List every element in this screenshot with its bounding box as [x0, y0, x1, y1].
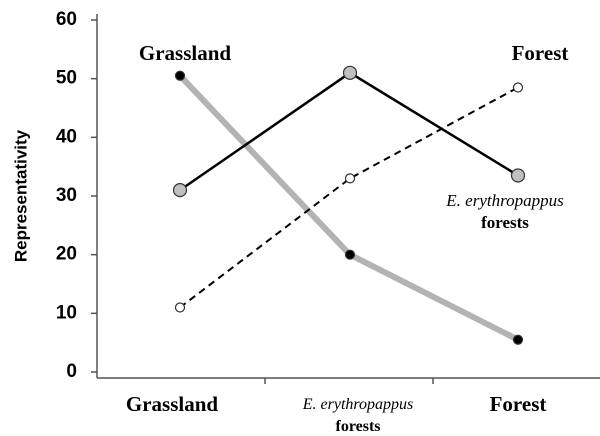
y-tick-label: 50: [56, 68, 77, 89]
y-tick-label: 40: [56, 126, 77, 147]
y-axis-label: Representativity: [11, 129, 30, 262]
marker: [344, 249, 356, 260]
series-line: [179, 86, 519, 309]
series-label: Grassland: [139, 41, 232, 65]
marker: [510, 168, 526, 183]
x-tick-label: E. erythropappus forests: [302, 396, 414, 435]
label-part: forests: [335, 418, 380, 435]
marker: [342, 65, 358, 80]
y-tick-label: 30: [56, 185, 77, 206]
marker: [512, 334, 524, 345]
series-label: E. erythropappus forests: [445, 191, 564, 232]
marker: [512, 82, 524, 93]
y-tick-label: 0: [66, 361, 77, 382]
y-tick-label: 60: [56, 9, 77, 30]
label-part: E. erythropappus: [445, 191, 564, 210]
marker: [344, 173, 356, 184]
label-part: forests: [481, 213, 529, 232]
x-tick-label: Forest: [490, 392, 547, 416]
y-tick-label: 20: [56, 244, 77, 265]
label-part: E. erythropappus: [302, 396, 414, 413]
x-tick-label: Grassland: [126, 392, 219, 416]
series-label: Forest: [512, 41, 569, 65]
marker: [174, 302, 186, 313]
marker: [172, 183, 188, 198]
marker: [174, 70, 186, 81]
y-tick-label: 10: [56, 302, 77, 323]
